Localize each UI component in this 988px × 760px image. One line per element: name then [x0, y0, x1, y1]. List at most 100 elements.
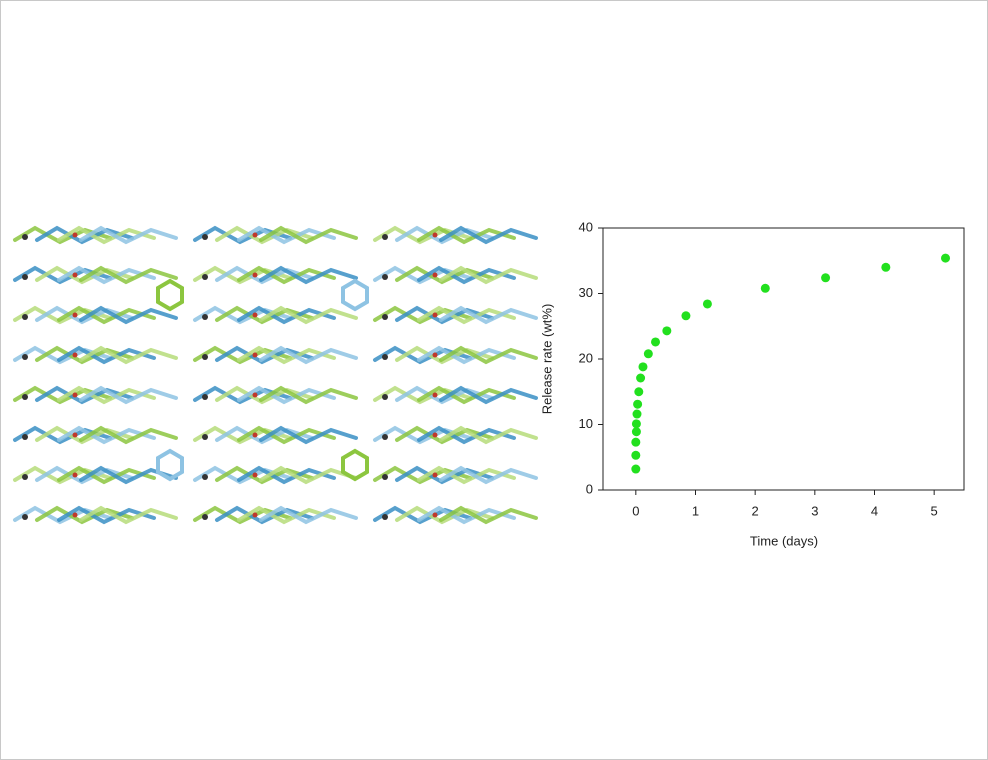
data-point — [702, 299, 712, 309]
molecule-bond — [259, 305, 358, 325]
molecule-atom — [72, 512, 78, 518]
molecule-atom — [202, 434, 208, 440]
y-tick-label: 0 — [586, 481, 593, 496]
molecule-atom — [72, 272, 78, 278]
molecule-bond — [237, 505, 336, 525]
molecule-bond — [395, 225, 494, 245]
molecule-bond — [417, 505, 516, 525]
data-point — [631, 427, 641, 437]
data-point — [681, 311, 691, 321]
molecule-bond — [215, 225, 314, 245]
molecule-atom — [72, 472, 78, 478]
molecule-bond — [439, 345, 538, 365]
molecule-atom — [432, 232, 438, 238]
data-point — [631, 464, 641, 474]
data-point — [634, 387, 644, 397]
molecule-atom — [252, 512, 258, 518]
molecule-atom — [432, 392, 438, 398]
molecule-atom — [72, 312, 78, 318]
data-point — [631, 450, 641, 460]
molecule-atom — [22, 314, 28, 320]
molecule-atom — [202, 394, 208, 400]
molecule-atom — [202, 234, 208, 240]
molecule-atom — [22, 354, 28, 360]
molecule-bond — [79, 345, 178, 365]
molecule-bond — [57, 225, 156, 245]
molecule-bond — [215, 265, 314, 285]
molecule-bond — [237, 465, 336, 485]
molecule-bond — [215, 505, 314, 525]
molecule-bond — [35, 225, 134, 245]
molecule-atom — [382, 434, 388, 440]
molecule-bond — [237, 425, 336, 445]
molecule-atom — [432, 472, 438, 478]
molecule-atom — [382, 354, 388, 360]
molecule-bond — [57, 505, 156, 525]
molecule-bond — [79, 425, 178, 445]
molecule-bond — [417, 305, 516, 325]
y-axis-label: Release rate (wt%) — [539, 304, 554, 415]
molecule-bond — [79, 385, 178, 405]
data-point — [651, 337, 661, 347]
molecule-bond — [237, 345, 336, 365]
molecule-bond — [395, 345, 494, 365]
molecule-bond — [57, 345, 156, 365]
molecule-bond — [259, 345, 358, 365]
x-tick-label: 0 — [632, 503, 639, 518]
data-point — [631, 419, 641, 429]
molecule-atom — [432, 272, 438, 278]
molecule-atom — [252, 392, 258, 398]
data-point — [881, 262, 891, 272]
x-tick-label: 4 — [871, 503, 878, 518]
molecule-atom — [252, 472, 258, 478]
linker-ring — [156, 278, 184, 312]
molecule-atom — [72, 352, 78, 358]
molecule-bond — [237, 225, 336, 245]
molecule-bond — [395, 505, 494, 525]
molecule-bond — [439, 465, 538, 485]
x-axis-label: Time (days) — [750, 533, 818, 548]
data-point — [631, 437, 641, 447]
y-tick-label: 20 — [579, 350, 593, 365]
y-tick-label: 40 — [579, 219, 593, 234]
molecule-bond — [395, 465, 494, 485]
molecule-bond — [237, 265, 336, 285]
molecule-bond — [35, 305, 134, 325]
molecule-bond — [417, 465, 516, 485]
molecule-bond — [57, 385, 156, 405]
molecule-atom — [202, 274, 208, 280]
molecule-atom — [432, 312, 438, 318]
molecule-atom — [22, 514, 28, 520]
molecule-atom — [252, 352, 258, 358]
molecule-bond — [215, 305, 314, 325]
linker-ring — [341, 448, 369, 482]
molecule-atom — [202, 514, 208, 520]
molecule-bond — [395, 265, 494, 285]
molecule-atom — [432, 432, 438, 438]
molecule-bond — [395, 425, 494, 445]
molecule-atom — [72, 392, 78, 398]
molecule-bond — [439, 385, 538, 405]
molecule-bond — [259, 425, 358, 445]
molecule-bond — [215, 425, 314, 445]
molecule-bond — [35, 505, 134, 525]
molecule-bond — [215, 465, 314, 485]
molecule-atom — [22, 474, 28, 480]
molecule-atom — [382, 314, 388, 320]
molecule-atom — [382, 514, 388, 520]
molecule-bond — [35, 265, 134, 285]
molecule-bond — [35, 425, 134, 445]
molecule-bond — [259, 465, 358, 485]
linker-ring — [341, 278, 369, 312]
molecule-atom — [252, 232, 258, 238]
data-point — [941, 253, 951, 263]
molecule-atom — [202, 314, 208, 320]
molecule-atom — [202, 354, 208, 360]
molecule-bond — [237, 305, 336, 325]
molecule-bond — [57, 425, 156, 445]
molecule-bond — [417, 385, 516, 405]
molecule-bond — [439, 425, 538, 445]
molecule-bond — [439, 305, 538, 325]
